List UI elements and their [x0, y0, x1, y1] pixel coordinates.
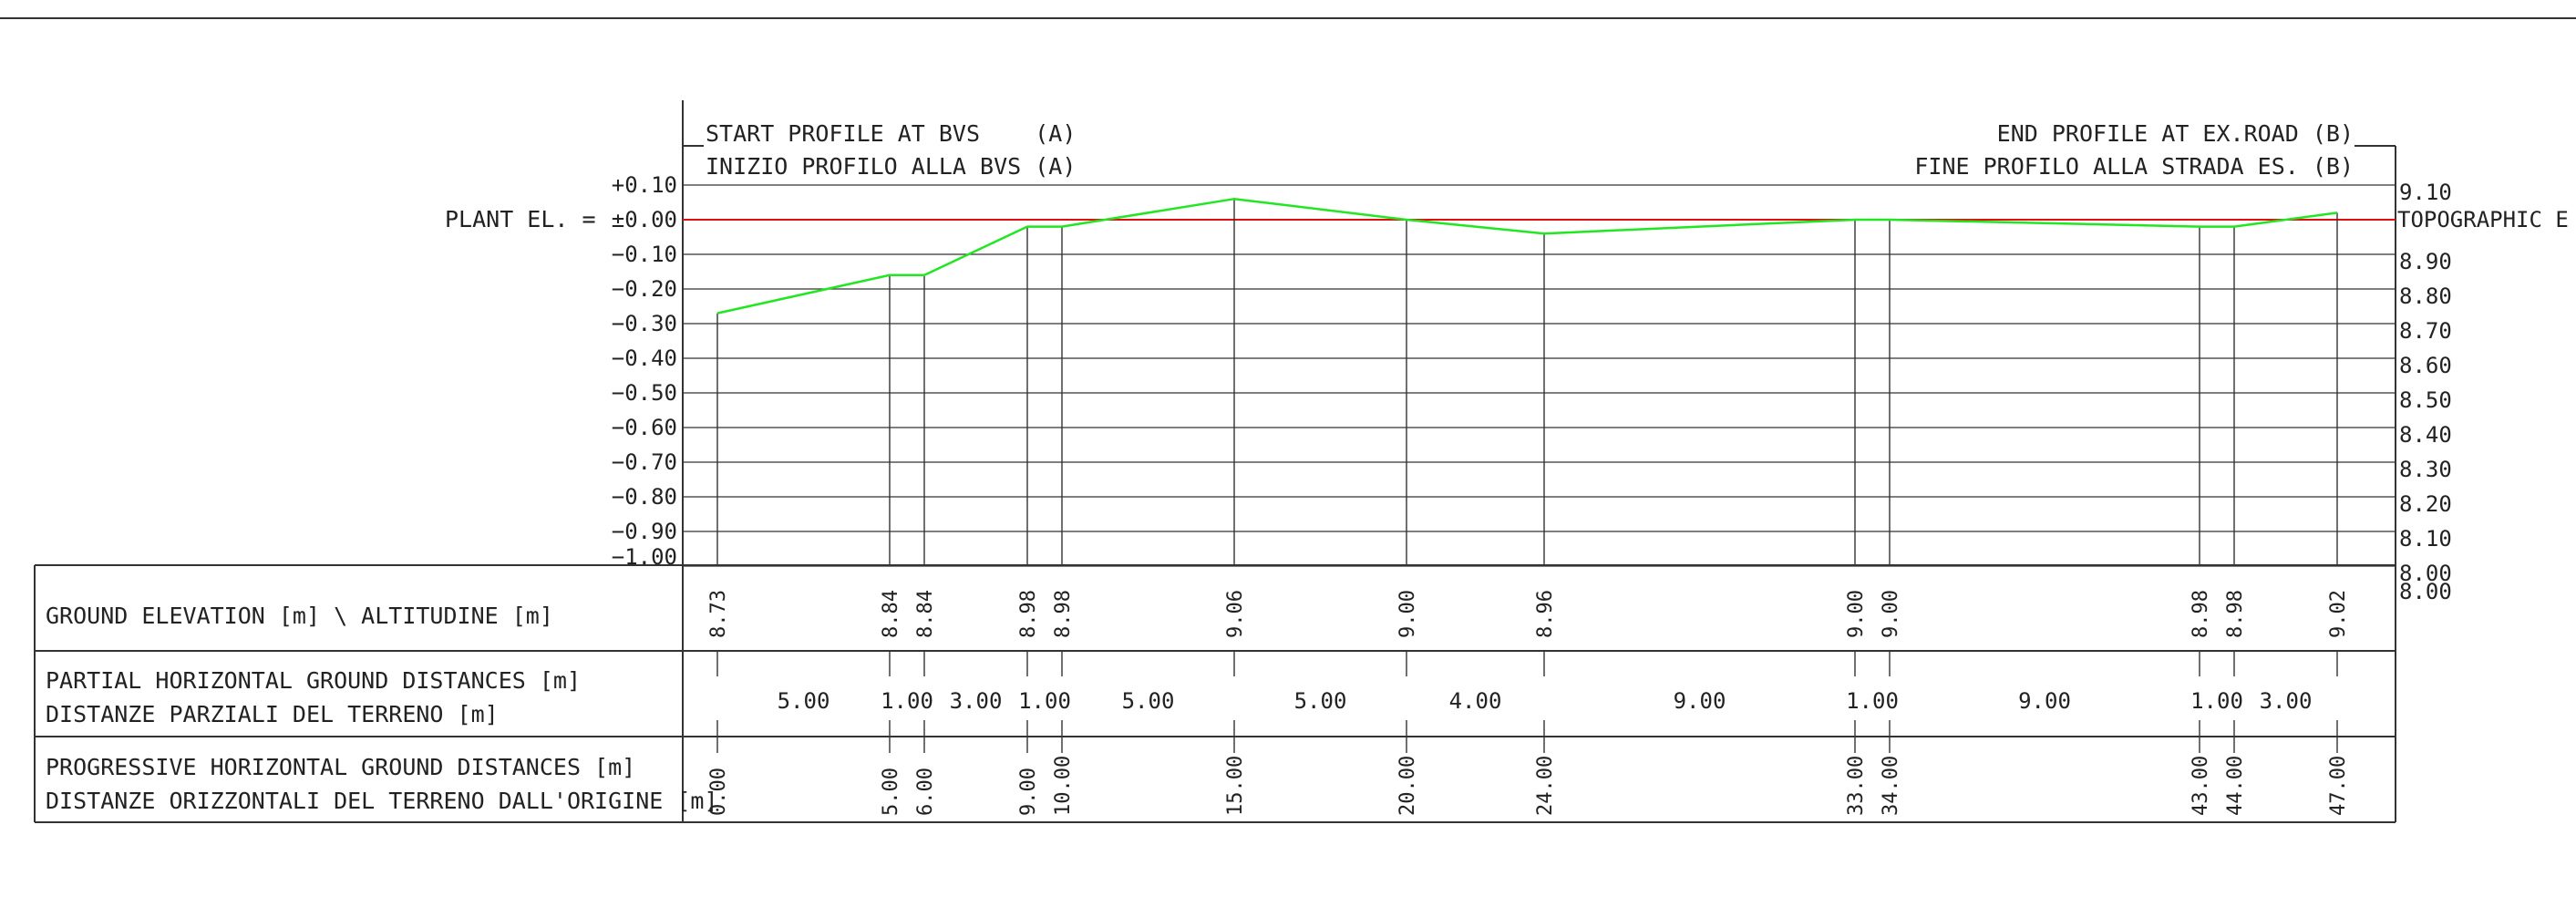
left-tick-label: −0.60 [612, 415, 677, 440]
right-tick-label: 8.10 [2399, 526, 2452, 552]
progressive-value: 20.00 [1396, 756, 1419, 816]
left-axis-ticks: +0.10 ±0.00 −0.10 −0.20 −0.30 −0.40 −0.50 −0.60… [612, 172, 677, 570]
progressive-value: 5.00 [880, 768, 902, 816]
elevation-value: 8.84 [880, 590, 902, 638]
elevation-value: 8.96 [1534, 590, 1557, 638]
elevation-value: 8.73 [707, 590, 730, 638]
partial-value: 5.00 [778, 688, 830, 714]
elevation-value: 8.98 [1017, 590, 1040, 638]
partial-value: 5.00 [1122, 688, 1175, 714]
start-profile-note: START PROFILE AT BVS (A) [706, 120, 1076, 147]
elevation-value: 9.06 [1224, 590, 1247, 638]
right-tick-label: 8.00 [2399, 561, 2452, 586]
progressive-distance-values: 0.00 5.00 6.00 9.00 10.00 15.00 20.00 24.00 33.0… [707, 756, 2350, 816]
progressive-value: 47.00 [2327, 756, 2350, 816]
progressive-value: 33.00 [1845, 756, 1868, 816]
progressive-value: 44.00 [2224, 756, 2247, 816]
right-tick-label: 8.30 [2399, 457, 2452, 482]
elevation-values: 8.73 8.84 8.84 8.98 8.98 9.06 9.00 8.96 9.00 9.00… [707, 590, 2350, 638]
left-tick-label: −0.90 [612, 519, 677, 544]
partial-value: 4.00 [1449, 688, 1502, 714]
partial-value: 5.00 [1294, 688, 1347, 714]
left-tick-label: ±0.00 [612, 207, 677, 232]
right-tick-label: 8.20 [2399, 491, 2452, 517]
right-tick-label: 8.60 [2399, 353, 2452, 378]
right-tick-label: 9.10 [2399, 180, 2452, 205]
end-profile-note: END PROFILE AT EX.ROAD (B) [1997, 120, 2354, 147]
partial-value: 9.00 [2018, 688, 2071, 714]
left-tick-label: −0.40 [612, 345, 677, 371]
elevation-value: 8.98 [2190, 590, 2212, 638]
elevation-value: 9.00 [1396, 590, 1419, 638]
left-tick-label: −0.80 [612, 484, 677, 510]
progressive-value: 9.00 [1017, 768, 1040, 816]
right-tick-label: 8.40 [2399, 422, 2452, 448]
partial-value: 1.00 [881, 688, 933, 714]
ground-profile [716, 197, 2338, 314]
data-table: GROUND ELEVATION [m] \ ALTITUDINE [m] PA… [34, 564, 2396, 823]
elevation-value: 8.98 [1052, 590, 1075, 638]
right-tick-label: 8.00 [2399, 579, 2452, 604]
row-label-partial-it: DISTANZE PARZIALI DEL TERRENO [m] [46, 701, 499, 727]
row-label-progressive: PROGRESSIVE HORIZONTAL GROUND DISTANCES … [46, 754, 635, 780]
right-tick-label: 8.70 [2399, 318, 2452, 344]
left-tick-label: −0.10 [612, 242, 677, 267]
elevation-value: 8.98 [2224, 590, 2247, 638]
progressive-value: 34.00 [1880, 756, 1902, 816]
elevation-value: 8.84 [914, 590, 937, 638]
left-tick-label: −0.50 [612, 380, 677, 406]
partial-value: 1.00 [1846, 688, 1899, 714]
partial-value: 1.00 [2190, 688, 2243, 714]
plant-elevation-label: PLANT EL. = [445, 206, 596, 232]
left-tick-label: −0.20 [612, 276, 677, 302]
partial-value: 1.00 [1018, 688, 1071, 714]
right-tick-label: 8.80 [2399, 284, 2452, 309]
station-lines [716, 199, 2338, 753]
progressive-value: 6.00 [914, 768, 937, 816]
progressive-value: 15.00 [1224, 756, 1247, 816]
elevation-value: 9.00 [1845, 590, 1868, 638]
grid-lines [683, 184, 2396, 567]
progressive-value: 0.00 [707, 768, 730, 816]
elevation-value: 9.00 [1880, 590, 1902, 638]
partial-value: 3.00 [950, 688, 1003, 714]
progressive-value: 24.00 [1534, 756, 1557, 816]
row-label-partial: PARTIAL HORIZONTAL GROUND DISTANCES [m] [46, 667, 581, 694]
row-label-elevation: GROUND ELEVATION [m] \ ALTITUDINE [m] [46, 603, 553, 629]
ground-profile-line [716, 197, 2338, 314]
partial-value: 3.00 [2260, 688, 2313, 714]
left-tick-label: −0.30 [612, 311, 677, 336]
left-tick-label: −0.70 [612, 449, 677, 475]
row-label-progressive-it: DISTANZE ORIZZONTALI DEL TERRENO DALL'OR… [46, 788, 718, 814]
progressive-value: 10.00 [1052, 756, 1075, 816]
partial-value: 9.00 [1674, 688, 1726, 714]
right-tick-label: 8.90 [2399, 249, 2452, 274]
elevation-value: 9.02 [2327, 590, 2350, 638]
partial-distance-values: 5.00 1.00 3.00 1.00 5.00 5.00 4.00 9.00 1.00 9.00… [778, 688, 2313, 714]
start-profile-note-it: INIZIO PROFILO ALLA BVS (A) [706, 153, 1076, 180]
right-tick-label: 8.50 [2399, 387, 2452, 413]
progressive-value: 43.00 [2190, 756, 2212, 816]
topographic-label: TOPOGRAPHIC E [2397, 207, 2569, 232]
left-tick-label: +0.10 [612, 172, 677, 198]
right-axis-ticks: 9.10 8.90 8.80 8.70 8.60 8.50 8.40 8.30 8.20 8.10… [2399, 180, 2452, 604]
end-profile-note-it: FINE PROFILO ALLA STRADA ES. (B) [1914, 153, 2354, 180]
